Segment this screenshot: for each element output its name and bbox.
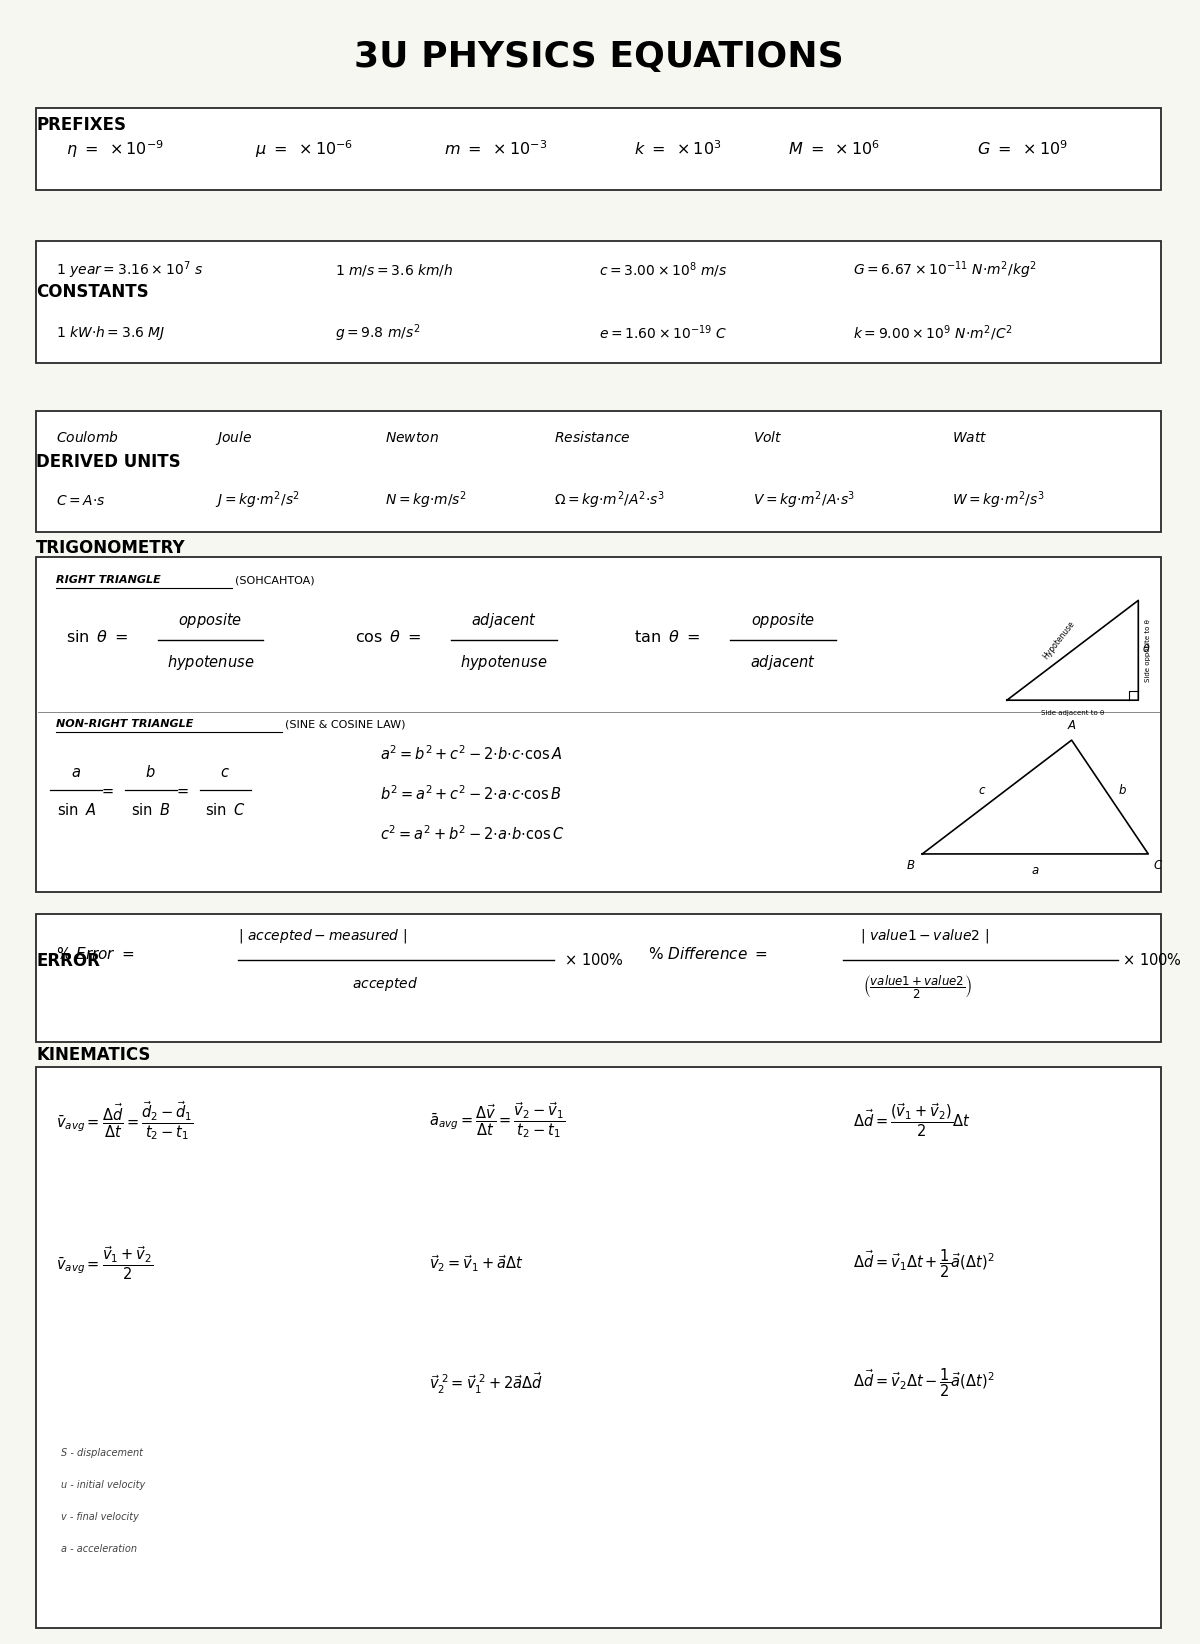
FancyBboxPatch shape (36, 411, 1162, 533)
Text: $M\ =\ \times10^{6}$: $M\ =\ \times10^{6}$ (788, 140, 880, 158)
Text: PREFIXES: PREFIXES (36, 117, 126, 135)
Text: $\mathit{adjacent}$: $\mathit{adjacent}$ (472, 612, 538, 630)
Text: $\mathit{hypotenuse}$: $\mathit{hypotenuse}$ (167, 653, 254, 672)
Text: $\%\ \mathit{Difference}\ =$: $\%\ \mathit{Difference}\ =$ (648, 945, 768, 962)
Text: (SOHCAHTOA): (SOHCAHTOA) (235, 575, 314, 585)
Text: $|\ \mathit{value1-value2}\ |$: $|\ \mathit{value1-value2}\ |$ (859, 927, 989, 945)
Text: A: A (1068, 718, 1075, 732)
Text: $e=1.60\times10^{-19}\ \mathit{C}$: $e=1.60\times10^{-19}\ \mathit{C}$ (599, 324, 727, 342)
Text: DERIVED UNITS: DERIVED UNITS (36, 452, 181, 470)
Text: $J=kg{\cdot}m^{2}/s^{2}$: $J=kg{\cdot}m^{2}/s^{2}$ (216, 490, 301, 511)
Text: $1\ \mathit{m/s}=3.6\ \mathit{km/h}$: $1\ \mathit{m/s}=3.6\ \mathit{km/h}$ (335, 261, 454, 278)
Text: B: B (906, 858, 914, 871)
Text: 3U PHYSICS EQUATIONS: 3U PHYSICS EQUATIONS (354, 41, 844, 74)
Text: b: b (1118, 784, 1126, 797)
Text: $\mathit{Coulomb}$: $\mathit{Coulomb}$ (56, 431, 119, 446)
Text: RIGHT TRIANGLE: RIGHT TRIANGLE (56, 575, 161, 585)
FancyBboxPatch shape (36, 914, 1162, 1042)
FancyBboxPatch shape (36, 557, 1162, 893)
Text: $\mathit{Volt}$: $\mathit{Volt}$ (754, 431, 782, 446)
Text: $|\ \mathit{accepted-measured}\ |$: $|\ \mathit{accepted-measured}\ |$ (239, 927, 408, 945)
Text: $\%\ \mathit{Error}\ =$: $\%\ \mathit{Error}\ =$ (56, 945, 134, 962)
Text: $c=3.00\times10^{8}\ \mathit{m/s}$: $c=3.00\times10^{8}\ \mathit{m/s}$ (599, 260, 727, 279)
Text: $\times\ 100\%$: $\times\ 100\%$ (1122, 952, 1182, 968)
Text: $C=A{\cdot}s$: $C=A{\cdot}s$ (56, 493, 106, 508)
Text: $\Omega=kg{\cdot}m^{2}/A^{2}{\cdot}s^{3}$: $\Omega=kg{\cdot}m^{2}/A^{2}{\cdot}s^{3}… (554, 490, 665, 511)
Text: $g=9.8\ \mathit{m/s^{2}}$: $g=9.8\ \mathit{m/s^{2}}$ (335, 322, 420, 344)
Text: $W=kg{\cdot}m^{2}/s^{3}$: $W=kg{\cdot}m^{2}/s^{3}$ (952, 490, 1045, 511)
Text: $b^{2}=a^{2}+c^{2}-2{\cdot}a{\cdot}c{\cdot}\cos B$: $b^{2}=a^{2}+c^{2}-2{\cdot}a{\cdot}c{\cd… (379, 784, 562, 804)
Text: $\mu\ =\ \times10^{-6}$: $\mu\ =\ \times10^{-6}$ (256, 138, 354, 159)
Text: $\mathit{Watt}$: $\mathit{Watt}$ (952, 431, 988, 444)
Text: Hypotenuse: Hypotenuse (1040, 620, 1076, 661)
Text: $\mathit{Newton}$: $\mathit{Newton}$ (385, 431, 439, 444)
Text: Side adjacent to θ: Side adjacent to θ (1040, 710, 1104, 717)
Text: $m\ =\ \times10^{-3}$: $m\ =\ \times10^{-3}$ (444, 140, 547, 158)
Text: $k=9.00\times10^{9}\ \mathit{N{\cdot}m^{2}/C^{2}}$: $k=9.00\times10^{9}\ \mathit{N{\cdot}m^{… (852, 322, 1013, 342)
Text: S - displacement: S - displacement (61, 1448, 143, 1458)
Text: $a^{2}=b^{2}+c^{2}-2{\cdot}b{\cdot}c{\cdot}\cos A$: $a^{2}=b^{2}+c^{2}-2{\cdot}b{\cdot}c{\cd… (379, 745, 562, 763)
Text: $\Delta\vec{d}=\dfrac{(\vec{v}_1+\vec{v}_2)}{2}\Delta t$: $\Delta\vec{d}=\dfrac{(\vec{v}_1+\vec{v}… (852, 1101, 971, 1139)
Text: $\sin\ B$: $\sin\ B$ (131, 802, 170, 819)
Text: u - initial velocity: u - initial velocity (61, 1480, 145, 1489)
Text: ERROR: ERROR (36, 952, 100, 970)
Text: Side opposite to θ: Side opposite to θ (1145, 618, 1151, 682)
Text: $\mathit{Joule}$: $\mathit{Joule}$ (216, 429, 253, 447)
Text: $N=kg{\cdot}m/s^{2}$: $N=kg{\cdot}m/s^{2}$ (385, 490, 467, 511)
Text: $\Delta\vec{d}=\vec{v}_1\Delta t+\dfrac{1}{2}\vec{a}(\Delta t)^{2}$: $\Delta\vec{d}=\vec{v}_1\Delta t+\dfrac{… (852, 1248, 994, 1279)
Text: a - acceleration: a - acceleration (61, 1544, 137, 1554)
Text: $\vec{v}_2^{\ 2}=\vec{v}_1^{\ 2}+2\vec{a}\Delta\vec{d}$: $\vec{v}_2^{\ 2}=\vec{v}_1^{\ 2}+2\vec{a… (430, 1371, 544, 1396)
Text: $\mathit{Resistance}$: $\mathit{Resistance}$ (554, 431, 631, 446)
Text: NON-RIGHT TRIANGLE: NON-RIGHT TRIANGLE (56, 718, 193, 730)
FancyBboxPatch shape (36, 109, 1162, 191)
Text: $\mathit{hypotenuse}$: $\mathit{hypotenuse}$ (461, 653, 548, 672)
Text: $1\ \mathit{kW{\cdot}h}=3.6\ \mathit{MJ}$: $1\ \mathit{kW{\cdot}h}=3.6\ \mathit{MJ}… (56, 324, 166, 342)
Text: $\Delta\vec{d}=\vec{v}_2\Delta t-\dfrac{1}{2}\vec{a}(\Delta t)^{2}$: $\Delta\vec{d}=\vec{v}_2\Delta t-\dfrac{… (852, 1366, 994, 1399)
Text: TRIGONOMETRY: TRIGONOMETRY (36, 539, 186, 557)
Text: $\vec{v}_2=\vec{v}_1+\vec{a}\Delta t$: $\vec{v}_2=\vec{v}_1+\vec{a}\Delta t$ (430, 1253, 524, 1274)
Text: $a$: $a$ (71, 764, 82, 779)
Text: $\mathit{adjacent}$: $\mathit{adjacent}$ (750, 653, 816, 672)
Text: $\sin\ \theta\ =$: $\sin\ \theta\ =$ (66, 630, 128, 646)
Text: (SINE & COSINE LAW): (SINE & COSINE LAW) (286, 718, 406, 730)
Text: v - final velocity: v - final velocity (61, 1512, 139, 1522)
Text: $c$: $c$ (221, 764, 230, 779)
FancyBboxPatch shape (36, 1067, 1162, 1628)
Text: KINEMATICS: KINEMATICS (36, 1046, 151, 1064)
Text: $\bar{v}_{avg}=\dfrac{\Delta\vec{d}}{\Delta t}=\dfrac{\vec{d}_2-\vec{d}_1}{t_2-t: $\bar{v}_{avg}=\dfrac{\Delta\vec{d}}{\De… (56, 1100, 194, 1143)
FancyBboxPatch shape (36, 242, 1162, 363)
Text: $c^{2}=a^{2}+b^{2}-2{\cdot}a{\cdot}b{\cdot}\cos C$: $c^{2}=a^{2}+b^{2}-2{\cdot}a{\cdot}b{\cd… (379, 825, 564, 843)
Text: $G\ =\ \times10^{9}$: $G\ =\ \times10^{9}$ (977, 140, 1068, 158)
Text: $\theta$: $\theta$ (1142, 643, 1151, 654)
Text: $\sin\ A$: $\sin\ A$ (56, 802, 96, 819)
Text: $=$: $=$ (174, 783, 190, 797)
Text: $\mathit{opposite}$: $\mathit{opposite}$ (179, 612, 242, 630)
Text: $1\ \mathit{year}=3.16\times10^{7}\ \mathit{s}$: $1\ \mathit{year}=3.16\times10^{7}\ \mat… (56, 260, 203, 281)
Text: $\mathit{opposite}$: $\mathit{opposite}$ (751, 612, 815, 630)
Text: $\bar{v}_{avg}=\dfrac{\vec{v}_1+\vec{v}_2}{2}$: $\bar{v}_{avg}=\dfrac{\vec{v}_1+\vec{v}_… (56, 1245, 154, 1282)
Text: C: C (1153, 858, 1162, 871)
Text: $\eta\ =\ \times10^{-9}$: $\eta\ =\ \times10^{-9}$ (66, 138, 164, 159)
Text: $V=kg{\cdot}m^{2}/A{\cdot}s^{3}$: $V=kg{\cdot}m^{2}/A{\cdot}s^{3}$ (754, 490, 856, 511)
Text: $G=6.67\times10^{-11}\ \mathit{N{\cdot}m^{2}/kg^{2}}$: $G=6.67\times10^{-11}\ \mathit{N{\cdot}m… (852, 260, 1037, 281)
Text: c: c (978, 784, 985, 797)
Text: $\tan\ \theta\ =$: $\tan\ \theta\ =$ (634, 630, 700, 646)
Text: CONSTANTS: CONSTANTS (36, 283, 149, 301)
Text: $\sin\ C$: $\sin\ C$ (205, 802, 246, 819)
Text: $=$: $=$ (100, 783, 115, 797)
Text: $\times\ 100\%$: $\times\ 100\%$ (564, 952, 624, 968)
Text: $\left(\dfrac{\mathit{value1+value2}}{2}\right)$: $\left(\dfrac{\mathit{value1+value2}}{2}… (863, 973, 972, 1000)
Text: $\mathit{accepted}$: $\mathit{accepted}$ (352, 975, 418, 993)
Text: a: a (1031, 865, 1038, 876)
Text: $k\ =\ \times10^{3}$: $k\ =\ \times10^{3}$ (634, 140, 721, 158)
Text: $\bar{a}_{avg}=\dfrac{\Delta\vec{v}}{\Delta t}=\dfrac{\vec{v}_2-\vec{v}_1}{t_2-t: $\bar{a}_{avg}=\dfrac{\Delta\vec{v}}{\De… (430, 1100, 565, 1141)
Text: $\cos\ \theta\ =$: $\cos\ \theta\ =$ (355, 630, 421, 646)
Text: $b$: $b$ (145, 764, 156, 781)
